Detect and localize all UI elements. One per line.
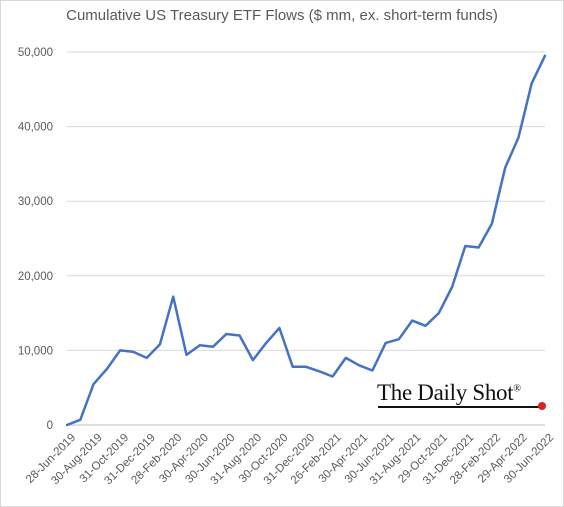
daily-shot-logo: The Daily Shot® bbox=[377, 380, 521, 406]
logo-red-dot bbox=[538, 402, 546, 410]
y-tick-label: 0 bbox=[47, 420, 53, 432]
chart-title: Cumulative US Treasury ETF Flows ($ mm, … bbox=[66, 7, 498, 24]
y-tick-label: 40,000 bbox=[18, 122, 53, 134]
logo-text: The Daily Shot bbox=[377, 380, 514, 405]
registered-mark: ® bbox=[513, 383, 521, 395]
y-tick-label: 50,000 bbox=[18, 47, 53, 59]
y-tick-label: 20,000 bbox=[18, 271, 53, 283]
series-line bbox=[65, 54, 547, 427]
y-tick-label: 30,000 bbox=[18, 196, 53, 208]
y-tick-label: 10,000 bbox=[18, 345, 53, 357]
logo-underline bbox=[378, 406, 543, 408]
